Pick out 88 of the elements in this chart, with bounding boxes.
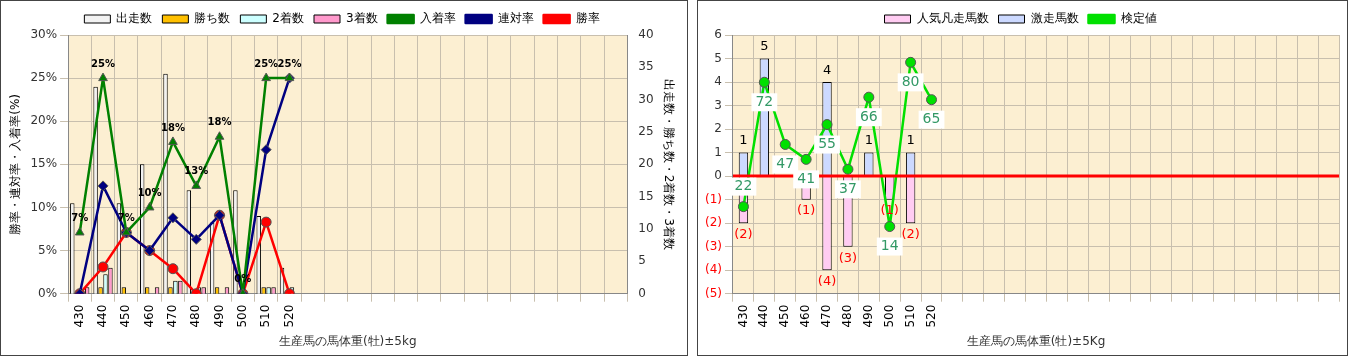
- x-tick-label: 470: [819, 304, 834, 328]
- y2-tick-label: 0: [638, 285, 646, 300]
- x-tick-label: 460: [798, 304, 813, 328]
- y2-tick-label: 25: [638, 124, 654, 139]
- data-label: (2): [901, 226, 920, 242]
- data-label: (4): [817, 273, 837, 289]
- x-tick-label: 510: [258, 304, 273, 328]
- data-label: 18%: [207, 116, 232, 128]
- x-tick-label: 450: [118, 304, 133, 328]
- data-label: 1: [906, 132, 915, 148]
- x-tick-label: 510: [902, 304, 917, 328]
- y-tick-label: 5: [714, 50, 722, 65]
- y-tick-label: 10%: [30, 199, 58, 214]
- legend-label: 3着数: [346, 11, 378, 26]
- data-label: 1: [739, 132, 748, 148]
- legend-label: 人気凡走馬数: [916, 11, 989, 26]
- y2-tick-label: 40: [638, 27, 654, 42]
- data-label: 72: [755, 92, 774, 109]
- x-tick-label: 490: [860, 304, 875, 328]
- legend-label: 勝ち数: [194, 11, 231, 26]
- data-label: 0%: [234, 273, 252, 285]
- x-tick-label: 480: [188, 304, 203, 328]
- data-label: 5: [760, 38, 769, 54]
- data-label: (2): [734, 226, 753, 242]
- x-tick-label: 490: [211, 304, 226, 328]
- y2-tick-label: 20: [638, 156, 654, 171]
- data-label: 80: [901, 73, 920, 89]
- x-tick-label: 520: [923, 304, 938, 328]
- x-axis-title: 生産馬の馬体重(牡)±5kg: [278, 333, 417, 348]
- y-axis-title: 勝率・連対率・入着率(%): [8, 93, 23, 235]
- x-tick-label: 440: [95, 304, 110, 328]
- y-tick-label: 3: [714, 97, 722, 112]
- y-tick-label: 30%: [30, 27, 58, 42]
- x-tick-label: 470: [165, 304, 180, 328]
- data-label: 65: [922, 110, 941, 127]
- y2-tick-label: 10: [638, 221, 654, 236]
- data-label: 25%: [254, 57, 279, 69]
- x-tick-label: 520: [281, 304, 296, 328]
- data-label: 41: [797, 170, 816, 187]
- data-label: 66: [859, 107, 878, 124]
- x-tick-label: 430: [71, 304, 86, 328]
- y-tick-label: (3): [705, 238, 722, 253]
- data-label: 25%: [277, 57, 302, 69]
- data-label: 25%: [91, 57, 115, 69]
- y-tick-label: 5%: [38, 242, 58, 257]
- y-tick-label: 2: [714, 121, 722, 136]
- x-tick-label: 500: [881, 304, 896, 328]
- y-tick-label: 0: [714, 168, 722, 183]
- y-tick-label: 15%: [30, 156, 58, 171]
- x-tick-label: 500: [234, 304, 249, 328]
- legend-label: 2着数: [272, 11, 305, 26]
- legend-label: 連対率: [497, 11, 534, 26]
- x-tick-label: 430: [735, 304, 750, 328]
- data-label: 55: [818, 135, 836, 152]
- legend-label: 勝率: [575, 11, 600, 26]
- legend-label: 検定値: [1120, 11, 1157, 26]
- data-label: 47: [776, 155, 795, 172]
- y2-tick-label: 35: [638, 59, 654, 74]
- y-tick-label: 20%: [30, 113, 58, 128]
- y2-axis-title: 出走数・勝ち数・2着数・3着数: [661, 78, 676, 250]
- y-tick-label: (5): [705, 285, 722, 300]
- data-label: (1): [796, 202, 816, 218]
- y-tick-label: (1): [705, 191, 722, 206]
- y-tick-label: 25%: [30, 70, 58, 85]
- data-label: 4: [822, 61, 832, 77]
- data-label: (3): [838, 249, 858, 265]
- x-tick-label: 440: [756, 304, 771, 328]
- x-tick-label: 460: [141, 304, 156, 328]
- data-label: 37: [839, 179, 857, 196]
- y2-tick-label: 15: [638, 188, 654, 203]
- y2-tick-label: 5: [638, 253, 646, 268]
- x-axis-title: 生産馬の馬体重(牡)±5Kg: [966, 333, 1106, 348]
- y-tick-label: (4): [705, 262, 722, 277]
- y2-tick-label: 30: [638, 91, 654, 106]
- data-label: 18%: [160, 121, 185, 133]
- legend-label: 入着率: [419, 11, 456, 26]
- data-label: 14: [880, 237, 899, 254]
- y-tick-label: 6: [714, 27, 722, 42]
- data-label: 22: [734, 177, 753, 194]
- x-tick-label: 480: [840, 304, 855, 328]
- legend-label: 激走馬数: [1030, 11, 1079, 26]
- y-tick-label: 0%: [38, 285, 58, 300]
- y-tick-label: 1: [714, 144, 722, 159]
- legend-label: 出走数: [116, 11, 153, 26]
- x-tick-label: 450: [777, 304, 792, 328]
- y-tick-label: (2): [705, 215, 722, 230]
- data-label: 1: [864, 132, 873, 148]
- y-tick-label: 4: [714, 74, 722, 89]
